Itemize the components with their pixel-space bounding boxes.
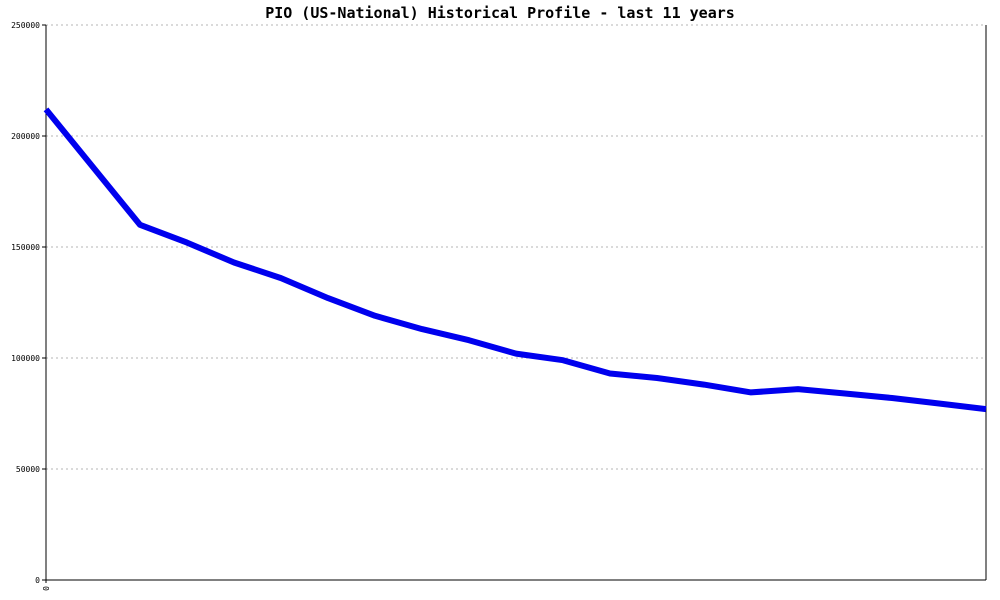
y-tick-label: 250000 — [11, 21, 40, 30]
chart-title: PIO (US-National) Historical Profile - l… — [265, 4, 735, 22]
series-line — [43, 107, 987, 413]
grid-lines — [46, 24, 986, 470]
x-axis-ticks: 0 — [42, 580, 51, 591]
y-tick-label: 150000 — [11, 243, 40, 252]
x-tick-label: 0 — [42, 586, 51, 591]
series-lines — [43, 107, 987, 413]
axes — [45, 25, 987, 581]
y-tick-label: 200000 — [11, 132, 40, 141]
y-axis-ticks: 0 50000 100000 150000 200000 250000 — [11, 21, 46, 585]
y-tick-label: 50000 — [16, 465, 40, 474]
y-tick-label: 100000 — [11, 354, 40, 363]
y-tick-label: 0 — [35, 576, 40, 585]
